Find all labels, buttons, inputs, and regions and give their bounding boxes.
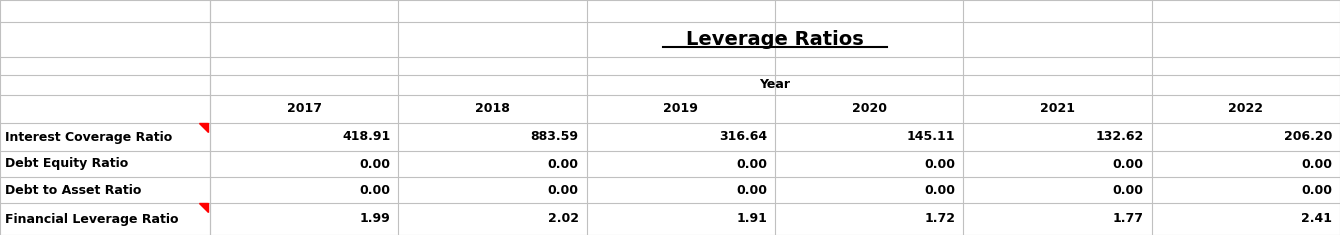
Text: 418.91: 418.91 xyxy=(342,130,390,144)
Text: Debt to Asset Ratio: Debt to Asset Ratio xyxy=(5,184,142,196)
Text: 0.00: 0.00 xyxy=(1112,157,1143,171)
Text: 0.00: 0.00 xyxy=(548,157,579,171)
Text: 2.02: 2.02 xyxy=(548,212,579,226)
Text: 145.11: 145.11 xyxy=(907,130,955,144)
Polygon shape xyxy=(200,123,208,132)
Text: 0.00: 0.00 xyxy=(1112,184,1143,196)
Text: 2019: 2019 xyxy=(663,102,698,115)
Text: 1.77: 1.77 xyxy=(1112,212,1143,226)
Text: 1.91: 1.91 xyxy=(736,212,766,226)
Text: Year: Year xyxy=(760,78,791,91)
Text: 2021: 2021 xyxy=(1040,102,1075,115)
Text: 2.41: 2.41 xyxy=(1301,212,1332,226)
Text: 0.00: 0.00 xyxy=(1301,157,1332,171)
Text: 0.00: 0.00 xyxy=(925,157,955,171)
Text: 2020: 2020 xyxy=(852,102,887,115)
Text: 316.64: 316.64 xyxy=(718,130,766,144)
Text: 0.00: 0.00 xyxy=(359,184,390,196)
Text: 2022: 2022 xyxy=(1229,102,1264,115)
Text: 2018: 2018 xyxy=(476,102,511,115)
Text: Debt Equity Ratio: Debt Equity Ratio xyxy=(5,157,129,171)
Text: 0.00: 0.00 xyxy=(736,157,766,171)
Text: 0.00: 0.00 xyxy=(548,184,579,196)
Polygon shape xyxy=(200,203,208,212)
Text: Financial Leverage Ratio: Financial Leverage Ratio xyxy=(5,212,178,226)
Text: 0.00: 0.00 xyxy=(359,157,390,171)
Text: 0.00: 0.00 xyxy=(736,184,766,196)
Text: Interest Coverage Ratio: Interest Coverage Ratio xyxy=(5,130,173,144)
Text: 206.20: 206.20 xyxy=(1284,130,1332,144)
Text: 1.99: 1.99 xyxy=(359,212,390,226)
Text: Leverage Ratios: Leverage Ratios xyxy=(686,30,864,49)
Text: 0.00: 0.00 xyxy=(1301,184,1332,196)
Text: 0.00: 0.00 xyxy=(925,184,955,196)
Text: 1.72: 1.72 xyxy=(925,212,955,226)
Text: 132.62: 132.62 xyxy=(1095,130,1143,144)
Text: 883.59: 883.59 xyxy=(531,130,579,144)
Text: 2017: 2017 xyxy=(287,102,322,115)
